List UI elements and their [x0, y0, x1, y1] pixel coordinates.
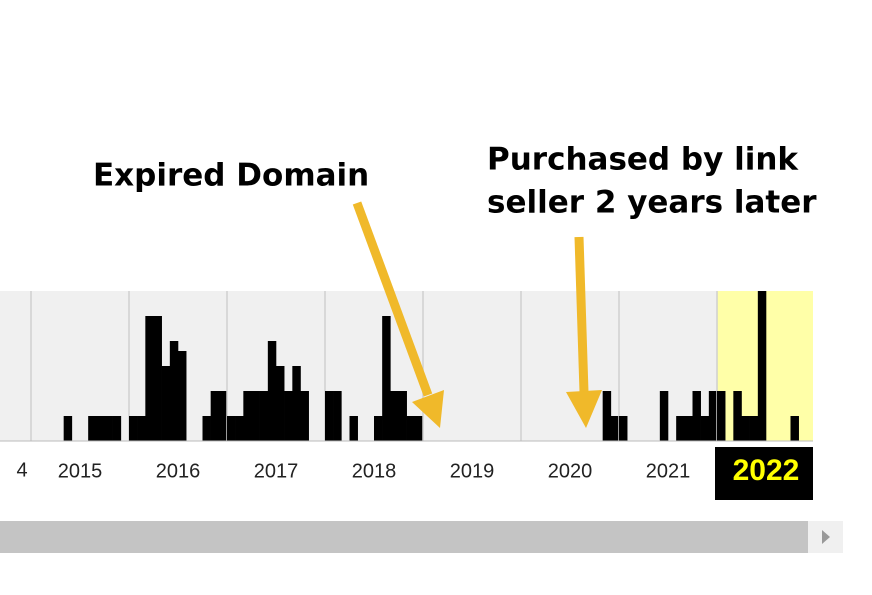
- capture-bar: [137, 416, 146, 441]
- capture-bar: [276, 366, 285, 441]
- capture-bar: [390, 391, 399, 441]
- capture-bar: [218, 391, 228, 441]
- arrow: [352, 201, 602, 428]
- capture-bar: [235, 416, 244, 441]
- annotation: Purchased by link: [487, 142, 799, 178]
- scrollbar-thumb[interactable]: [0, 521, 808, 553]
- capture-bar: [717, 391, 726, 441]
- year-label: 2022: [733, 454, 800, 487]
- capture-bar: [96, 416, 105, 441]
- capture-bar: [104, 416, 113, 441]
- capture-bar: [676, 416, 685, 441]
- capture-bar: [178, 351, 187, 441]
- capture-bar: [790, 416, 799, 441]
- capture-bar: [700, 416, 710, 441]
- annotation: seller 2 years later: [487, 185, 817, 221]
- year-label: 2020: [548, 460, 593, 482]
- capture-bar: [374, 416, 383, 441]
- capture-bar: [733, 391, 742, 441]
- capture-bar: [757, 291, 767, 441]
- capture-bar: [88, 416, 97, 441]
- capture-bar: [333, 391, 342, 441]
- capture-bar: [741, 416, 750, 441]
- capture-bar: [692, 391, 701, 441]
- year-label: 2017: [254, 460, 299, 482]
- capture-bar: [267, 341, 277, 441]
- capture-bar: [227, 416, 236, 441]
- capture-bar: [300, 391, 309, 441]
- annotation: Expired Domain: [93, 158, 369, 194]
- capture-bar: [602, 391, 612, 441]
- capture-bar: [129, 416, 138, 441]
- year-label: 2016: [156, 460, 201, 482]
- year-label: 2021: [646, 460, 691, 482]
- capture-bar: [112, 416, 122, 441]
- capture-bar: [414, 416, 424, 441]
- capture-bar: [161, 366, 171, 441]
- year-label: 4: [16, 459, 27, 481]
- capture-bar: [349, 416, 358, 441]
- capture-bar: [202, 416, 211, 441]
- capture-bar: [749, 416, 759, 441]
- year-label: 2015: [58, 460, 103, 482]
- capture-bar: [243, 391, 252, 441]
- capture-bar: [284, 391, 293, 441]
- capture-bar: [382, 316, 391, 441]
- year-label: 2018: [352, 460, 397, 482]
- capture-bar: [659, 391, 669, 441]
- capture-bar: [398, 391, 407, 441]
- capture-bar: [259, 391, 269, 441]
- capture-bar: [153, 316, 162, 441]
- capture-bar: [210, 391, 220, 441]
- capture-bar: [406, 416, 416, 441]
- capture-bar: [251, 391, 260, 441]
- capture-bar: [684, 416, 693, 441]
- year-label: 2019: [450, 460, 495, 482]
- capture-bar: [708, 391, 718, 441]
- timeline: 4 2015 2016 2017 2018 2019 2020 2021 2022: [0, 291, 813, 500]
- capture-bar: [325, 391, 334, 441]
- capture-bar: [292, 366, 301, 441]
- capture-bar: [610, 416, 620, 441]
- capture-bar: [63, 416, 73, 441]
- capture-bar: [169, 341, 179, 441]
- selected-year-box: [715, 447, 813, 500]
- capture-bar: [145, 316, 154, 441]
- capture-bar: [619, 416, 628, 441]
- scroll-arrow: [822, 530, 830, 544]
